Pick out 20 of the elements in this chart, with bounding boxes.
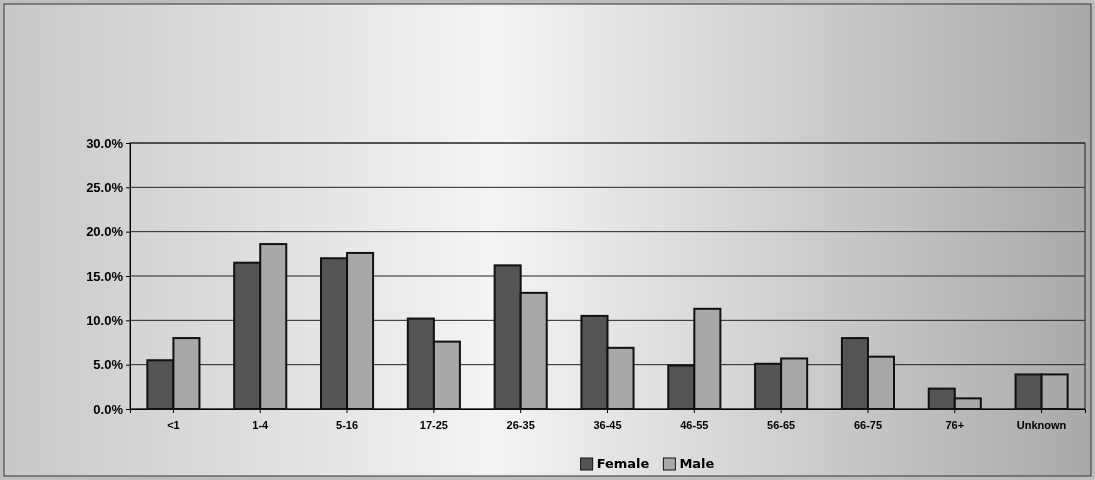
x-tick-label: 56-65 <box>767 419 796 432</box>
x-tick-label: 36-45 <box>593 419 622 432</box>
x-tick-label: 5-16 <box>336 419 359 432</box>
x-tick-label: 46-55 <box>680 419 709 432</box>
legend-label: Male <box>679 456 715 471</box>
x-tick-label: 1-4 <box>252 419 270 432</box>
x-tick-label: 17-25 <box>419 419 448 432</box>
x-tick-label: Unknown <box>1016 419 1067 432</box>
x-tick-label: 76+ <box>945 419 965 432</box>
y-tick-label: 30.0% <box>86 135 124 151</box>
x-tick-label: 26-35 <box>506 419 535 432</box>
x-tick-label: <1 <box>167 419 180 432</box>
y-tick-label: 25.0% <box>86 179 124 195</box>
y-tick-label: 20.0% <box>86 224 124 240</box>
legend-label: Female <box>596 456 650 471</box>
y-tick-label: 0.0% <box>93 401 124 417</box>
x-tick-label: 66-75 <box>853 419 883 432</box>
y-tick-label: 5.0% <box>93 357 124 373</box>
y-tick-label: 10.0% <box>86 312 124 328</box>
y-tick-label: 15.0% <box>86 268 124 284</box>
